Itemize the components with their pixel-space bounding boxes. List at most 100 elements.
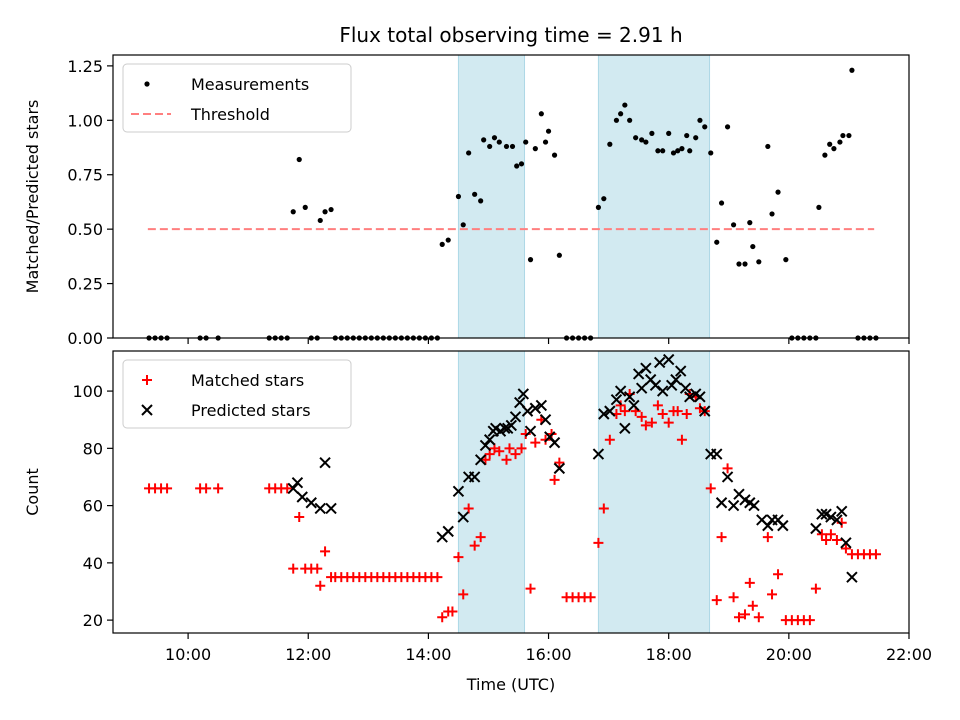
matched-star-point (598, 503, 609, 514)
matched-star-point (676, 434, 687, 445)
measurement-point (460, 222, 466, 228)
measurement-point (633, 135, 639, 141)
x-tick-label: 10:00 (165, 645, 211, 664)
matched-star-point (773, 569, 784, 580)
legend-label: Threshold (190, 105, 270, 124)
measurement-point (846, 132, 852, 139)
predicted-star-point (831, 514, 843, 526)
y-tick-label: 80 (83, 439, 103, 458)
x-tick-label: 18:00 (646, 645, 692, 664)
legend: Measurements Threshold (122, 63, 352, 133)
predicted-star-point (810, 522, 822, 535)
x-axis-label: Time (UTC) (466, 675, 555, 694)
predicted-star-point (699, 405, 711, 417)
matched-star-point (282, 483, 293, 494)
measurement-point (649, 130, 655, 136)
predicted-star-point (291, 476, 304, 489)
y-tick-label: 100 (72, 382, 103, 401)
y-axis-label: Count (23, 468, 42, 516)
matched-star-point (494, 446, 505, 457)
predicted-star-point (509, 411, 522, 423)
predicted-star-point (649, 379, 662, 392)
matched-star-point (739, 609, 750, 620)
predicted-star-point (816, 508, 828, 520)
measurement-point (837, 139, 843, 145)
measurement-point (670, 150, 677, 156)
predicted-star-point (521, 405, 534, 417)
legend-box (122, 359, 352, 429)
matched-star-point (747, 600, 758, 611)
y-tick-label: 20 (83, 611, 103, 630)
matched-star-point (646, 417, 657, 428)
measurement-point (742, 261, 748, 267)
matched-star-point (753, 612, 764, 623)
measurement-point (496, 139, 502, 145)
matched-star-point (453, 552, 464, 563)
predicted-star-point (614, 385, 627, 397)
predicted-star-point (679, 382, 692, 394)
measurement-point (849, 67, 855, 73)
matched-star-point (604, 434, 615, 445)
observing-window-band (457, 350, 526, 634)
measurement-point (466, 150, 472, 156)
predicted-star-point (836, 505, 848, 518)
legend-marker (141, 404, 153, 416)
measurement-point (783, 257, 789, 263)
measurement-point (769, 211, 775, 217)
predicted-star-point (539, 414, 552, 426)
matched-star-point (672, 406, 683, 417)
measurement-point (481, 137, 487, 143)
plot-frame (112, 54, 910, 339)
legend-marker (144, 81, 150, 87)
y-tick-label: 40 (83, 554, 103, 573)
series-x (287, 353, 858, 583)
matched-star-point (480, 454, 491, 465)
measurement-point (666, 130, 672, 136)
matched-star-point (711, 595, 722, 606)
matched-star-point (504, 443, 515, 454)
matched-star-point (213, 483, 224, 494)
measurement-point (660, 148, 666, 154)
measurement-point (296, 156, 302, 163)
measurement-point (317, 217, 323, 224)
matched-star-point (510, 449, 521, 460)
matched-star-point (840, 543, 851, 554)
ratio-panel: 0.00 0.25 0.50 0.75 1.00 1.25 Matched/Predicte… (23, 54, 910, 348)
measurement-point (702, 124, 708, 130)
measurement-point (708, 150, 714, 156)
y-tick-label: 0.50 (67, 220, 103, 239)
measurement-point (827, 141, 833, 147)
predicted-star-point (325, 502, 337, 515)
matched-star-point (657, 408, 668, 419)
matched-star-point (585, 592, 596, 603)
matched-star-point (705, 483, 716, 494)
predicted-star-point (846, 571, 858, 583)
matched-star-point (722, 463, 733, 474)
legend-marker (142, 375, 152, 385)
y-axis-label: Matched/Predicted stars (23, 100, 42, 294)
predicted-star-point (483, 434, 496, 446)
measurement-point (816, 204, 822, 210)
matched-star-point (312, 563, 323, 574)
measurement-point (655, 148, 661, 154)
measurement-point (765, 143, 771, 150)
predicted-star-point (517, 388, 530, 400)
predicted-star-point (479, 439, 492, 452)
x-tick-label: 14:00 (405, 645, 451, 664)
matched-star-point (549, 474, 560, 485)
predicted-star-point (762, 519, 774, 532)
predicted-star-point (656, 385, 669, 397)
measurement-point (514, 163, 520, 169)
predicted-star-point (498, 422, 511, 435)
matched-star-point (201, 483, 212, 494)
predicted-star-point (296, 491, 308, 503)
predicted-star-point (840, 537, 852, 549)
matched-star-point (663, 417, 674, 428)
matched-star-point (432, 572, 443, 583)
predicted-star-point (319, 456, 331, 469)
predicted-star-point (715, 497, 728, 509)
legend: Matched stars Predicted stars (122, 359, 352, 429)
measurement-point (527, 257, 534, 263)
y-tick-label: 0.00 (67, 329, 103, 348)
